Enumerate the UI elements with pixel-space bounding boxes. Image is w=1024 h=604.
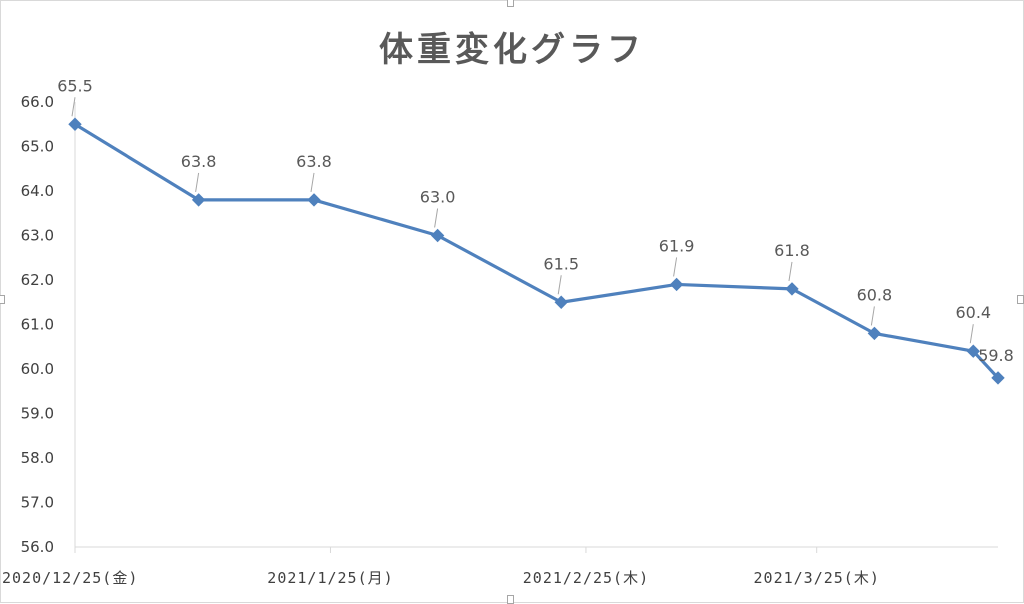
data-label-leader — [557, 275, 562, 295]
data-label: 63.0 — [420, 188, 456, 207]
data-label: 60.8 — [857, 285, 893, 304]
y-tick-label: 60.0 — [21, 360, 54, 378]
data-label: 61.9 — [659, 236, 695, 255]
y-tick-label: 66.0 — [21, 93, 54, 111]
chart-title: 体重変化グラフ — [379, 30, 645, 70]
y-tick-label: 59.0 — [21, 405, 54, 423]
resize-handle-left[interactable] — [0, 295, 5, 304]
data-label: 63.8 — [296, 152, 332, 171]
series-line — [74, 122, 1000, 379]
y-tick-label: 56.0 — [21, 538, 54, 556]
x-tick-label: 2020/12/25(金) — [2, 569, 138, 587]
data-label-leader — [788, 261, 793, 281]
y-tick-label: 58.0 — [21, 449, 54, 467]
resize-handle-top[interactable] — [507, 0, 514, 7]
data-point-marker — [785, 282, 799, 296]
y-tick-label: 64.0 — [21, 182, 54, 200]
data-point-marker — [554, 295, 568, 309]
x-tick-label: 2021/2/25(木) — [523, 569, 649, 587]
data-label: 61.8 — [774, 241, 810, 260]
y-tick-label: 63.0 — [21, 227, 54, 245]
data-label: 63.8 — [181, 152, 217, 171]
data-label-leader — [969, 324, 974, 344]
data-label: 61.5 — [543, 254, 579, 273]
data-point-marker — [991, 371, 1005, 385]
data-point-marker — [430, 228, 445, 243]
data-label-leader — [870, 306, 875, 326]
resize-handle-right[interactable] — [1017, 295, 1024, 304]
x-tick-label: 2021/3/25(木) — [754, 569, 880, 587]
data-label-leader — [673, 257, 678, 277]
data-label-leader — [310, 172, 315, 192]
y-tick-label: 65.0 — [21, 138, 54, 156]
data-point-marker — [307, 193, 321, 207]
data-label-leader — [71, 97, 76, 117]
data-label-leader — [195, 172, 200, 192]
x-tick-label: 2021/1/25(月) — [267, 569, 393, 587]
y-tick-label: 61.0 — [21, 316, 54, 334]
data-label: 59.8 — [978, 346, 1014, 365]
data-point-marker — [966, 344, 980, 358]
data-label: 65.5 — [57, 76, 93, 95]
data-point-marker — [68, 117, 82, 131]
y-tick-label: 62.0 — [21, 271, 54, 289]
data-point-marker — [669, 277, 684, 292]
data-label: 60.4 — [955, 303, 991, 322]
data-point-marker — [867, 326, 882, 341]
y-tick-label: 57.0 — [21, 494, 54, 512]
data-point-marker — [191, 193, 206, 207]
data-label-leader — [434, 208, 439, 228]
